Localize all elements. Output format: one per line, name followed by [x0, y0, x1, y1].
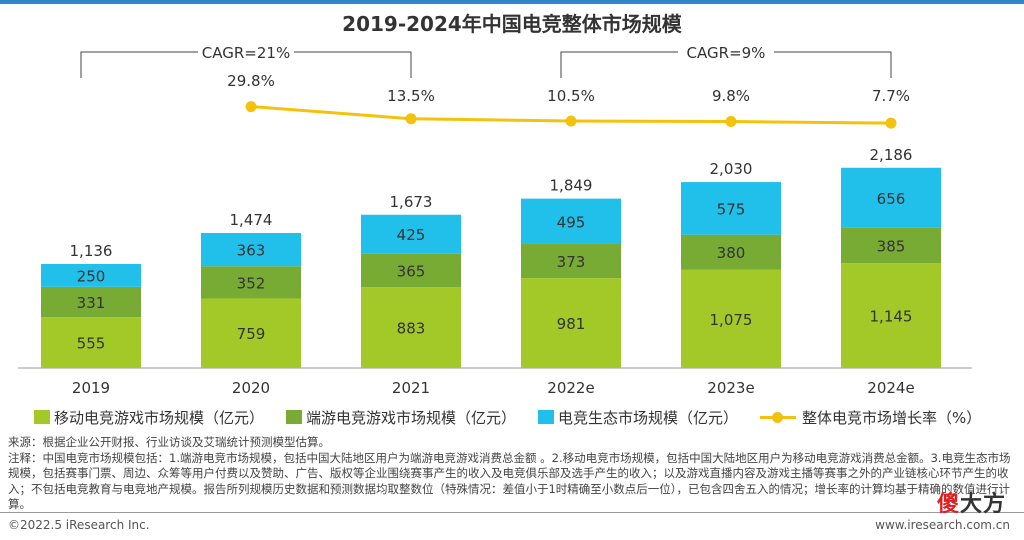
bar-total-label: 2,030	[710, 160, 753, 178]
bar-segment	[201, 298, 301, 368]
x-tick-label: 2021	[392, 379, 430, 397]
bar-segment	[841, 263, 941, 368]
chart-title: 2019-2024年中国电竞整体市场规模	[342, 12, 682, 36]
bar-total-label: 1,849	[550, 177, 593, 195]
growth-rate-label: 13.5%	[387, 87, 435, 105]
legend-swatch	[286, 410, 303, 424]
bar-segment	[521, 243, 621, 279]
bar-value-label: 981	[557, 315, 586, 333]
bar-value-label: 365	[397, 262, 426, 280]
bar-value-label: 380	[717, 244, 746, 262]
bar-segment	[681, 269, 781, 368]
bar-segment	[201, 266, 301, 299]
legend-item: 电竞生态市场规模（亿元）	[538, 407, 738, 428]
growth-rate-point	[405, 113, 417, 125]
cagr-label-bg	[198, 42, 294, 62]
watermark-logo: 傻大方	[936, 492, 1006, 517]
legend-label: 端游电竞游戏市场规模（亿元）	[306, 408, 517, 427]
bar-segment	[361, 287, 461, 368]
bar-value-label: 385	[877, 237, 906, 255]
explanatory-note: 注释：中国电竞市场规模包括：1.端游电竞市场规模，包括中国大陆地区用户为端游电竞…	[8, 450, 1011, 512]
bar-value-label: 495	[557, 213, 586, 231]
chart-plot: 555 331 250 1,136 2019 759 352 363 1,474 2020 883 3…	[18, 42, 972, 397]
legend-swatch	[538, 410, 555, 424]
x-tick-label: 2023e	[707, 379, 754, 397]
growth-rate-label: 10.5%	[547, 87, 595, 105]
x-tick-label: 2024e	[867, 379, 914, 397]
bar-total-label: 2,186	[870, 146, 913, 164]
bar-value-label: 331	[77, 294, 106, 312]
bar-segment	[361, 214, 461, 254]
bar-value-label: 656	[877, 190, 906, 208]
bar-segment	[41, 263, 141, 287]
bar-value-label: 883	[397, 320, 426, 338]
bar-value-label: 425	[397, 226, 426, 244]
bar-segment	[681, 182, 781, 235]
top-accent-bar	[0, 0, 1024, 4]
bar-segment	[361, 253, 461, 288]
bar-segment	[521, 198, 621, 244]
legend-item: 移动电竞游戏市场规模（亿元）	[34, 407, 264, 428]
website-url: www.iresearch.com.cn	[875, 518, 1010, 532]
bar-segment	[521, 278, 621, 368]
growth-rate-point	[885, 117, 897, 129]
legend-label: 整体电竞市场增长率（%）	[802, 408, 982, 427]
source-note: 来源：根据企业公开财报、行业访谈及艾瑞统计预测模型估算。	[8, 435, 330, 449]
legend-swatch	[34, 410, 50, 424]
legend-label: 电竞生态市场规模（亿元）	[558, 408, 739, 427]
bar-value-label: 759	[237, 325, 266, 343]
bar-value-label: 1,075	[710, 311, 753, 329]
bar-segment	[41, 286, 141, 318]
bar-total-label: 1,136	[70, 242, 113, 260]
legend-item: 整体电竞市场增长率（%）	[760, 407, 981, 428]
copyright-text: ©2022.5 iResearch Inc.	[8, 518, 150, 532]
bar-segment	[41, 317, 141, 368]
bar-value-label: 575	[717, 200, 746, 218]
legend-item: 端游电竞游戏市场规模（亿元）	[286, 407, 516, 428]
bar-segment	[841, 227, 941, 264]
growth-rate-point	[565, 115, 577, 127]
bar-value-label: 373	[557, 253, 586, 271]
cagr-label-bg	[678, 42, 774, 62]
x-tick-label: 2019	[72, 379, 110, 397]
bar-segment	[681, 234, 781, 270]
x-tick-label: 2020	[232, 379, 270, 397]
growth-rate-label: 7.7%	[872, 87, 910, 105]
bar-total-label: 1,673	[390, 193, 433, 211]
legend-line-swatch	[760, 410, 797, 424]
bar-total-label: 1,474	[230, 211, 273, 229]
chart-legend: 移动电竞游戏市场规模（亿元） 端游电竞游戏市场规模（亿元） 电竞生态市场规模（亿元）…	[34, 406, 1014, 428]
bar-segment	[841, 167, 941, 228]
footer-divider	[0, 512, 1024, 513]
growth-rate-point	[725, 116, 737, 128]
x-tick-label: 2022e	[547, 379, 594, 397]
bar-value-label: 363	[237, 242, 266, 260]
bar-value-label: 555	[77, 335, 106, 353]
growth-rate-point	[245, 101, 257, 113]
legend-label: 移动电竞游戏市场规模（亿元）	[54, 408, 265, 427]
cagr-label: CAGR=21%	[202, 44, 290, 62]
bar-value-label: 352	[237, 274, 266, 292]
bar-value-label: 250	[77, 267, 106, 285]
notes-block: 来源：根据企业公开财报、行业访谈及艾瑞统计预测模型估算。 注释：中国电竞市场规模…	[8, 435, 1018, 513]
cagr-label: CAGR=9%	[687, 44, 766, 62]
growth-rate-label: 29.8%	[227, 72, 275, 90]
bar-segment	[201, 232, 301, 267]
growth-rate-label: 9.8%	[712, 87, 750, 105]
bar-value-label: 1,145	[870, 308, 913, 326]
